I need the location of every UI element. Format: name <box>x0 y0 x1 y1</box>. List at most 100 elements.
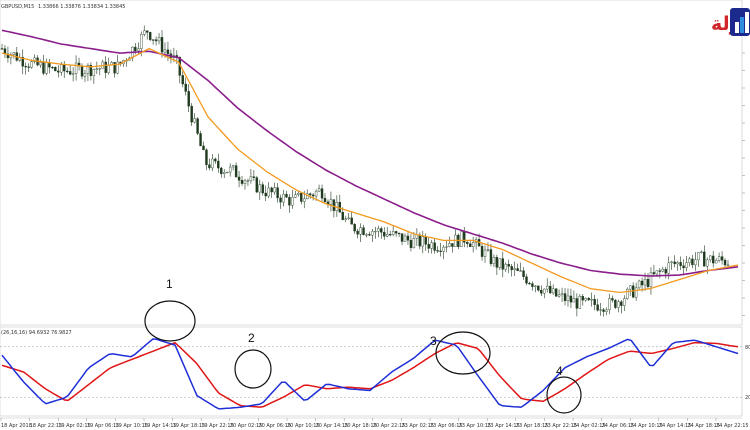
candle-body <box>258 184 262 193</box>
candle-body <box>261 184 264 194</box>
candle-body <box>394 231 398 234</box>
candle-body <box>282 193 285 203</box>
upper-level-label: 80 <box>745 345 750 351</box>
candle-body <box>599 309 602 311</box>
candle-body <box>320 188 324 199</box>
candle-body <box>65 70 69 73</box>
oscillator-panel[interactable]: (26,16,16) 94.6932 76.9827 80 20 1 2 3 4 <box>0 277 750 417</box>
annotation-label-3: 3 <box>430 334 437 348</box>
time-axis-label: 23 Apr 14:15 <box>487 423 520 429</box>
candle-body <box>711 255 715 264</box>
candle-body <box>39 62 42 66</box>
candle-body <box>27 66 30 68</box>
candle-body <box>137 48 140 52</box>
candle-body <box>400 233 404 242</box>
symbol-label: GBPUSD,M15 <box>1 4 34 10</box>
candle-body <box>0 48 4 50</box>
oscillator-main-line <box>1 338 739 410</box>
candle-body <box>332 199 336 211</box>
candle-body <box>145 30 149 33</box>
candle-body <box>95 68 99 70</box>
candle-body <box>726 264 730 266</box>
candle-body <box>205 149 208 165</box>
candle-body <box>661 268 665 272</box>
candle-body <box>611 298 614 301</box>
candle-body <box>163 49 167 53</box>
annotation-label-2: 2 <box>248 331 255 345</box>
candle-body <box>187 91 190 107</box>
annotation-circles <box>144 300 582 414</box>
candle-body <box>682 265 685 269</box>
candle-body <box>554 288 558 297</box>
candle-body <box>184 83 187 92</box>
oscillator-panel-frame <box>0 326 743 417</box>
candle-body <box>436 250 439 252</box>
time-axis-label: 23 Apr 22:15 <box>544 423 577 429</box>
candle-body <box>104 61 107 73</box>
candle-body <box>528 282 531 285</box>
candle-body <box>519 270 522 272</box>
candle-body <box>9 54 13 59</box>
time-axis-label: 24 Apr 18:15 <box>687 423 720 429</box>
candle-body <box>199 133 202 147</box>
candle-body <box>418 234 422 247</box>
candle-body <box>264 192 267 197</box>
candle-body <box>590 299 593 301</box>
candle-body <box>531 283 534 287</box>
candle-body <box>359 227 362 235</box>
candle-body <box>483 249 487 257</box>
candle-body <box>403 235 407 242</box>
candle-body <box>57 70 60 73</box>
candle-body <box>51 66 54 69</box>
candle-body <box>543 288 546 294</box>
candle-body <box>71 73 75 75</box>
candle-body <box>383 232 386 237</box>
candle-body <box>365 234 368 236</box>
candle-body <box>629 285 632 290</box>
candle-body <box>596 304 599 311</box>
candle-body <box>356 230 359 235</box>
candle-body <box>54 67 57 72</box>
candle-body <box>190 105 193 123</box>
candle-body <box>670 261 673 264</box>
price-panel[interactable]: GBPUSD,M15 1.33866 1.33876 1.33834 1.338… <box>0 0 745 326</box>
candle-body <box>451 243 454 247</box>
candle-body <box>643 278 647 286</box>
candle-body <box>98 68 101 70</box>
candle-body <box>143 30 146 35</box>
candle-body <box>214 158 217 162</box>
candle-body <box>516 268 519 272</box>
time-axis-label: 19 Apr 14:15 <box>144 423 177 429</box>
candle-body <box>507 263 510 267</box>
candle-body <box>658 270 662 272</box>
candle-body <box>285 193 288 198</box>
time-axis-label: 19 Apr 10:15 <box>115 423 148 429</box>
candle-body <box>386 234 389 237</box>
candle-body <box>12 52 16 55</box>
candle-body <box>226 171 229 174</box>
candle-body <box>223 172 226 175</box>
time-axis-label: 20 Apr 06:15 <box>258 423 291 429</box>
candle-body <box>243 180 247 184</box>
candle-body <box>646 278 650 287</box>
candle-body <box>537 285 540 291</box>
candle-body <box>700 251 703 253</box>
time-axis-label: 20 Apr 18:15 <box>344 423 377 429</box>
candle-body <box>317 188 321 192</box>
time-axis-label: 19 Apr 06:15 <box>87 423 120 429</box>
candle-body <box>288 197 291 206</box>
candle-body <box>63 64 66 72</box>
candle-body <box>649 272 653 287</box>
price-panel-frame <box>0 0 743 326</box>
candle-body <box>433 242 436 251</box>
candle-body <box>557 294 561 297</box>
candle-body <box>572 298 576 303</box>
candle-body <box>706 259 709 267</box>
candle-body <box>439 250 442 252</box>
candle-body <box>578 296 582 309</box>
brand-logo: التداول بسهولة <box>711 8 750 36</box>
candle-body <box>276 187 279 199</box>
candle-body <box>208 164 211 169</box>
